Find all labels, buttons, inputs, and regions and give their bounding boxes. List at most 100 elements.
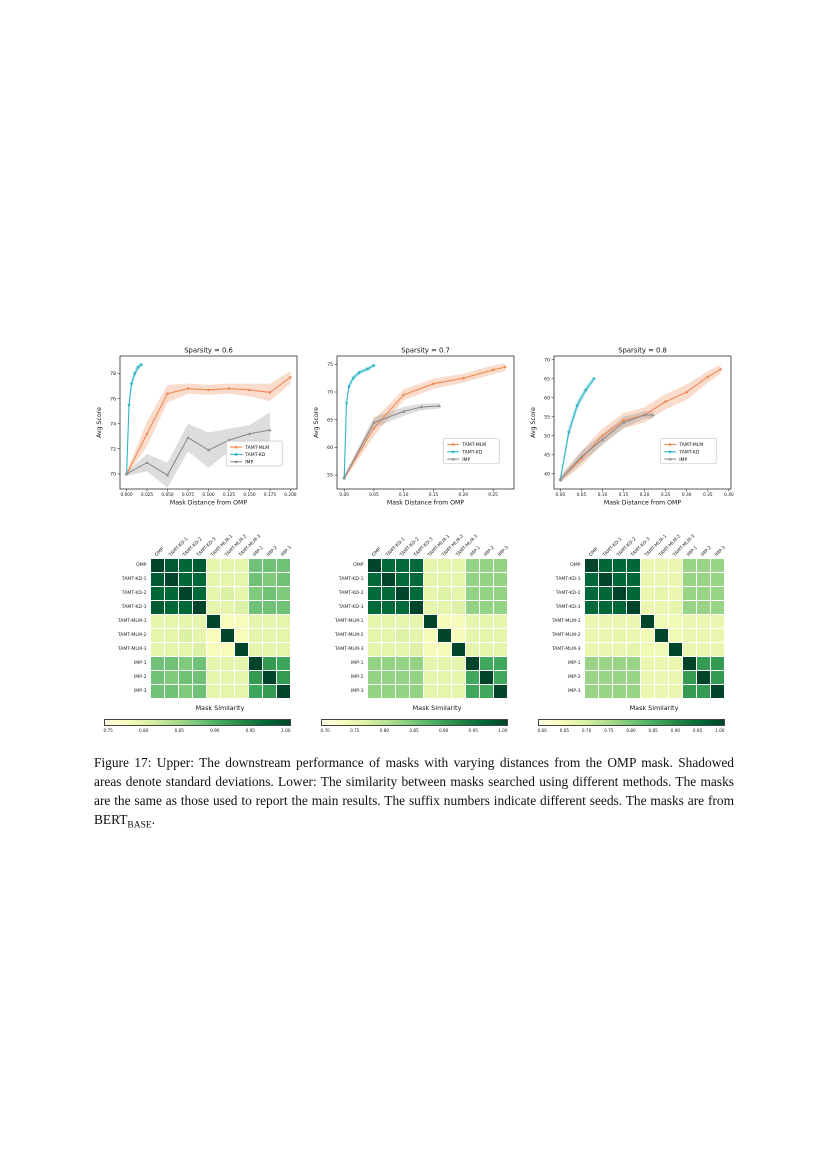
heatmap-cell xyxy=(395,573,409,586)
heatmap-cell xyxy=(381,573,395,586)
heatmap-cell xyxy=(276,615,290,628)
heatmap-cell xyxy=(395,559,409,572)
heatmap-cell xyxy=(248,573,262,586)
heatmap-row-label: TAMT-MLM-2 xyxy=(334,633,364,638)
colorbar-tick-label: 0.85 xyxy=(409,727,419,733)
x-tick-label: 0.000 xyxy=(120,492,133,498)
heatmap-cell xyxy=(192,671,206,684)
heatmap-cell xyxy=(612,601,626,614)
heatmap-cell xyxy=(423,671,437,684)
heatmap-column-labels: OMP TAMT-KD-1 TAMT-KD-2 TAMT-KD-3 TAMT-MLM-1… xyxy=(321,522,509,559)
line-chart-sparsity-0-8: Sparsity = 0.8 40 45 50 55 60 65 70 0.00 0.05 0.10… xyxy=(528,344,734,508)
colorbar-ticks: 0.70 0.75 0.80 0.85 0.90 0.95 1.00 xyxy=(321,728,508,733)
heatmap-cell xyxy=(465,587,479,600)
heatmap-cell xyxy=(395,657,409,670)
legend-label: IMP xyxy=(679,457,687,463)
heatmap-cell xyxy=(493,629,507,642)
heatmap-cell xyxy=(381,615,395,628)
heatmap-cell xyxy=(276,587,290,600)
chart-title: Sparsity = 0.8 xyxy=(618,347,667,355)
heatmap-cell xyxy=(451,685,465,698)
line-chart-sparsity-0-7: Sparsity = 0.7 55 60 65 70 75 0.00 0.05 0.10 0.15… xyxy=(311,344,517,508)
heatmap-grid xyxy=(584,559,724,698)
heatmap-cell xyxy=(150,615,164,628)
heatmap-cell xyxy=(654,573,668,586)
heatmap-cell xyxy=(206,559,220,572)
heatmap-col-label: IMP-3 xyxy=(713,545,727,558)
heatmap-row-label: IMP-2 xyxy=(350,675,364,680)
heatmap-cell xyxy=(626,615,640,628)
heatmap-cell xyxy=(381,685,395,698)
y-tick-label: 72 xyxy=(110,446,116,452)
heatmap-row-label: TAMT-MLM-1 xyxy=(551,619,581,624)
heatmap-inner: OMP TAMT-KD-1 TAMT-KD-2 TAMT-KD-3 TAMT-MLM-1… xyxy=(103,522,292,733)
heatmap-cell xyxy=(164,629,178,642)
heatmap-cell xyxy=(710,671,724,684)
heatmap-cell xyxy=(220,559,234,572)
x-tick-label: 0.30 xyxy=(682,492,692,498)
heatmap-cell xyxy=(276,559,290,572)
heatmap-cell xyxy=(192,629,206,642)
heatmap-cell xyxy=(178,601,192,614)
heatmap-cell xyxy=(584,573,598,586)
colorbar-tick-label: 0.80 xyxy=(379,727,390,733)
series-band xyxy=(126,412,270,488)
heatmap-cell xyxy=(220,657,234,670)
heatmap-cell xyxy=(206,573,220,586)
heatmap-cell xyxy=(164,587,178,600)
heatmap-cell xyxy=(710,657,724,670)
heatmap-cell xyxy=(262,685,276,698)
heatmap-col-label: IMP-1 xyxy=(468,545,482,558)
heatmap-cell xyxy=(612,643,626,656)
heatmap-row-label: TAMT-MLM-3 xyxy=(551,647,581,652)
heatmap-cell xyxy=(178,685,192,698)
heatmap-cell xyxy=(150,601,164,614)
heatmap-cell xyxy=(150,587,164,600)
line-chart-sparsity-0-6: Sparsity = 0.6 70 72 74 76 78 0.000 0.025 0.050 0… xyxy=(94,344,300,508)
heatmap-cell xyxy=(437,643,451,656)
heatmap-cell xyxy=(696,615,710,628)
heatmap-cell xyxy=(696,657,710,670)
heatmap-cell xyxy=(248,643,262,656)
heatmap-cell xyxy=(493,587,507,600)
heatmap-cell xyxy=(654,601,668,614)
heatmap-cell xyxy=(668,643,682,656)
heatmap-cell xyxy=(192,615,206,628)
colorbar-tick-label: 0.95 xyxy=(245,727,255,733)
heatmap-cell xyxy=(381,643,395,656)
heatmap-row-label: TAMT-KD-3 xyxy=(555,605,581,610)
heatmap-cell xyxy=(192,657,206,670)
heatmap-cell xyxy=(381,587,395,600)
heatmap-cell xyxy=(612,685,626,698)
heatmap-row-label: IMP-2 xyxy=(567,675,581,680)
heatmap-cell xyxy=(668,601,682,614)
heatmap-cell xyxy=(248,629,262,642)
heatmap-col-label: OMP xyxy=(153,547,165,558)
heatmap-cell xyxy=(262,671,276,684)
heatmap-cell xyxy=(178,657,192,670)
legend-label: TAMT-KD xyxy=(678,450,700,456)
heatmap-cell xyxy=(234,657,248,670)
heatmap-cell xyxy=(710,573,724,586)
colorbar-tick-label: 0.80 xyxy=(626,727,636,733)
heatmap-cell xyxy=(262,615,276,628)
heatmap-cell xyxy=(192,559,206,572)
heatmap-cell xyxy=(395,601,409,614)
heatmap-cell xyxy=(465,643,479,656)
x-tick-label: 0.00 xyxy=(556,492,566,498)
heatmap-cell xyxy=(465,559,479,572)
heatmap-cell xyxy=(654,657,668,670)
heatmap-cell xyxy=(493,685,507,698)
heatmap-cell xyxy=(479,615,493,628)
heatmap-cell xyxy=(626,601,640,614)
heatmap-row-labels: OMP TAMT-KD-1 TAMT-KD-2 TAMT-KD-3 TAMT-MLM-1… xyxy=(321,559,368,698)
heatmap-cell xyxy=(640,643,654,656)
heatmap-cell xyxy=(640,559,654,572)
heatmap-cell xyxy=(178,559,192,572)
heatmap-cell xyxy=(262,657,276,670)
heatmap-inner: OMP TAMT-KD-1 TAMT-KD-2 TAMT-KD-3 TAMT-MLM-1… xyxy=(320,522,509,733)
heatmap-cell xyxy=(710,587,724,600)
chart-title: Sparsity = 0.6 xyxy=(184,347,233,355)
colorbar-tick-label: 0.95 xyxy=(468,727,478,733)
heatmap-cell xyxy=(248,657,262,670)
